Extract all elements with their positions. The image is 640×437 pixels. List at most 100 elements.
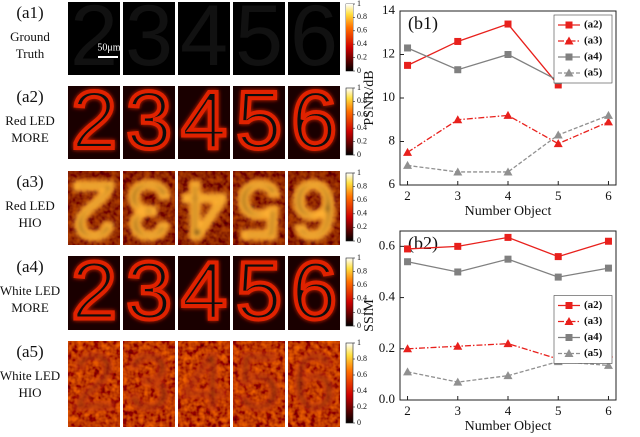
colorbar-tick-label: 1 [357,168,361,177]
image-bg [68,2,120,75]
digit: 5 [236,246,282,337]
image-content: 6 [288,2,340,75]
x-tick-label: 6 [605,403,612,418]
legend-marker [565,302,573,309]
image-content: 3 [123,341,175,427]
image-noise [233,171,285,245]
digit: 3 [125,0,173,84]
image-tile: 2 [68,337,120,427]
image-content: 3 [123,0,175,84]
image-tile: 4 [178,86,230,159]
y-tick-label: 0.2 [379,340,395,355]
image-bg [123,256,175,330]
legend-marker [564,36,574,45]
x-tick-label: 4 [505,403,512,418]
image-tile: 2 [68,171,120,245]
marker [403,160,413,169]
image-tile: 3 [123,166,175,255]
row-caption: Red LED [5,113,54,128]
colorbar-tick-label: 0.8 [357,354,367,363]
row-label: (a2) [16,87,43,106]
row-caption: MORE [11,130,49,145]
image-tile: 3 [123,75,175,166]
colorbar-tick-label: 0.4 [357,386,367,395]
image-tile: 5 [233,86,285,159]
legend-marker [565,53,573,61]
legend-label: (a3) [584,35,603,47]
colorbar-tick-label: 0.2 [357,136,367,145]
colorbar-tick-label: 1 [357,0,361,8]
image-bg [178,86,230,159]
image-bg [123,86,175,159]
panel-label: (b1) [408,13,438,34]
image-content: 4 [178,0,230,84]
legend-box [553,14,613,84]
marker [503,339,513,348]
y-tick-label: 6 [389,176,396,191]
marker [604,264,612,272]
image-content: 2 [68,337,120,427]
legend-label: (a2) [584,299,603,311]
image-noise [123,171,175,245]
image-content: 4 [178,337,230,427]
colorbar [345,342,354,424]
image-bg [178,2,230,75]
marker [453,167,463,176]
colorbar-tick-label: 0.6 [357,370,367,379]
marker [503,371,513,380]
marker [453,341,463,350]
colorbar-tick-label: 0 [357,150,361,159]
image-content: 6 [288,171,340,245]
digit: 3 [127,166,172,255]
marker [403,147,413,156]
row-caption: Truth [16,46,45,61]
digit: 6 [291,75,337,166]
row-label: (a4) [16,257,43,276]
marker [403,344,413,353]
colorbar-tick-label: 0 [357,418,361,427]
legend-label: (a3) [584,315,603,327]
image-content: 4 [178,171,230,245]
marker [404,44,412,52]
image-content: 5 [233,2,285,75]
digit: 6 [291,246,337,337]
image-bg [68,256,120,330]
x-tick-label: 3 [455,403,462,418]
image-content: 2 [68,0,120,84]
legend-label: (a4) [584,51,603,63]
image-content: 3 [123,75,175,166]
colorbar-tick-label: 0.6 [357,195,367,204]
x-tick-label: 2 [404,403,411,418]
image-content: 2 [68,86,120,159]
image-tile: 4 [178,246,230,337]
digit: 2 [70,0,118,84]
marker [454,66,462,74]
marker [503,110,513,119]
image-bg [178,256,230,330]
digit: 5 [237,337,282,426]
image-content: 5 [233,171,285,245]
y-tick-label: 0.0 [379,391,395,406]
colorbar [345,87,354,156]
legend-box [553,295,613,364]
image-noise [68,341,120,427]
colorbar-tick-label: 0.8 [357,12,367,21]
image-tile: 6 [288,337,340,427]
marker [453,115,463,124]
row-caption: White LED [0,368,60,383]
x-tick-label: 5 [555,403,562,418]
image-bg [288,86,340,159]
image-content: 6 [288,75,340,166]
digit: 4 [180,0,228,84]
digit: 3 [126,75,172,166]
image-tile: 6 [288,171,340,245]
digit: 4 [181,246,227,337]
x-tick-label: 5 [555,188,562,203]
digit: 6 [292,337,337,426]
marker [504,20,512,28]
marker [603,110,613,119]
digit: 4 [182,337,227,426]
digit: 2 [72,337,117,426]
legend-label: (a5) [584,67,603,79]
x-axis-label: Number Object [465,204,552,219]
